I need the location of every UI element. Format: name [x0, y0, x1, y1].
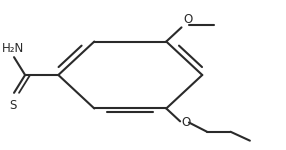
- Text: O: O: [183, 13, 192, 26]
- Text: O: O: [182, 116, 191, 129]
- Text: H₂N: H₂N: [1, 42, 24, 55]
- Text: S: S: [9, 99, 16, 112]
